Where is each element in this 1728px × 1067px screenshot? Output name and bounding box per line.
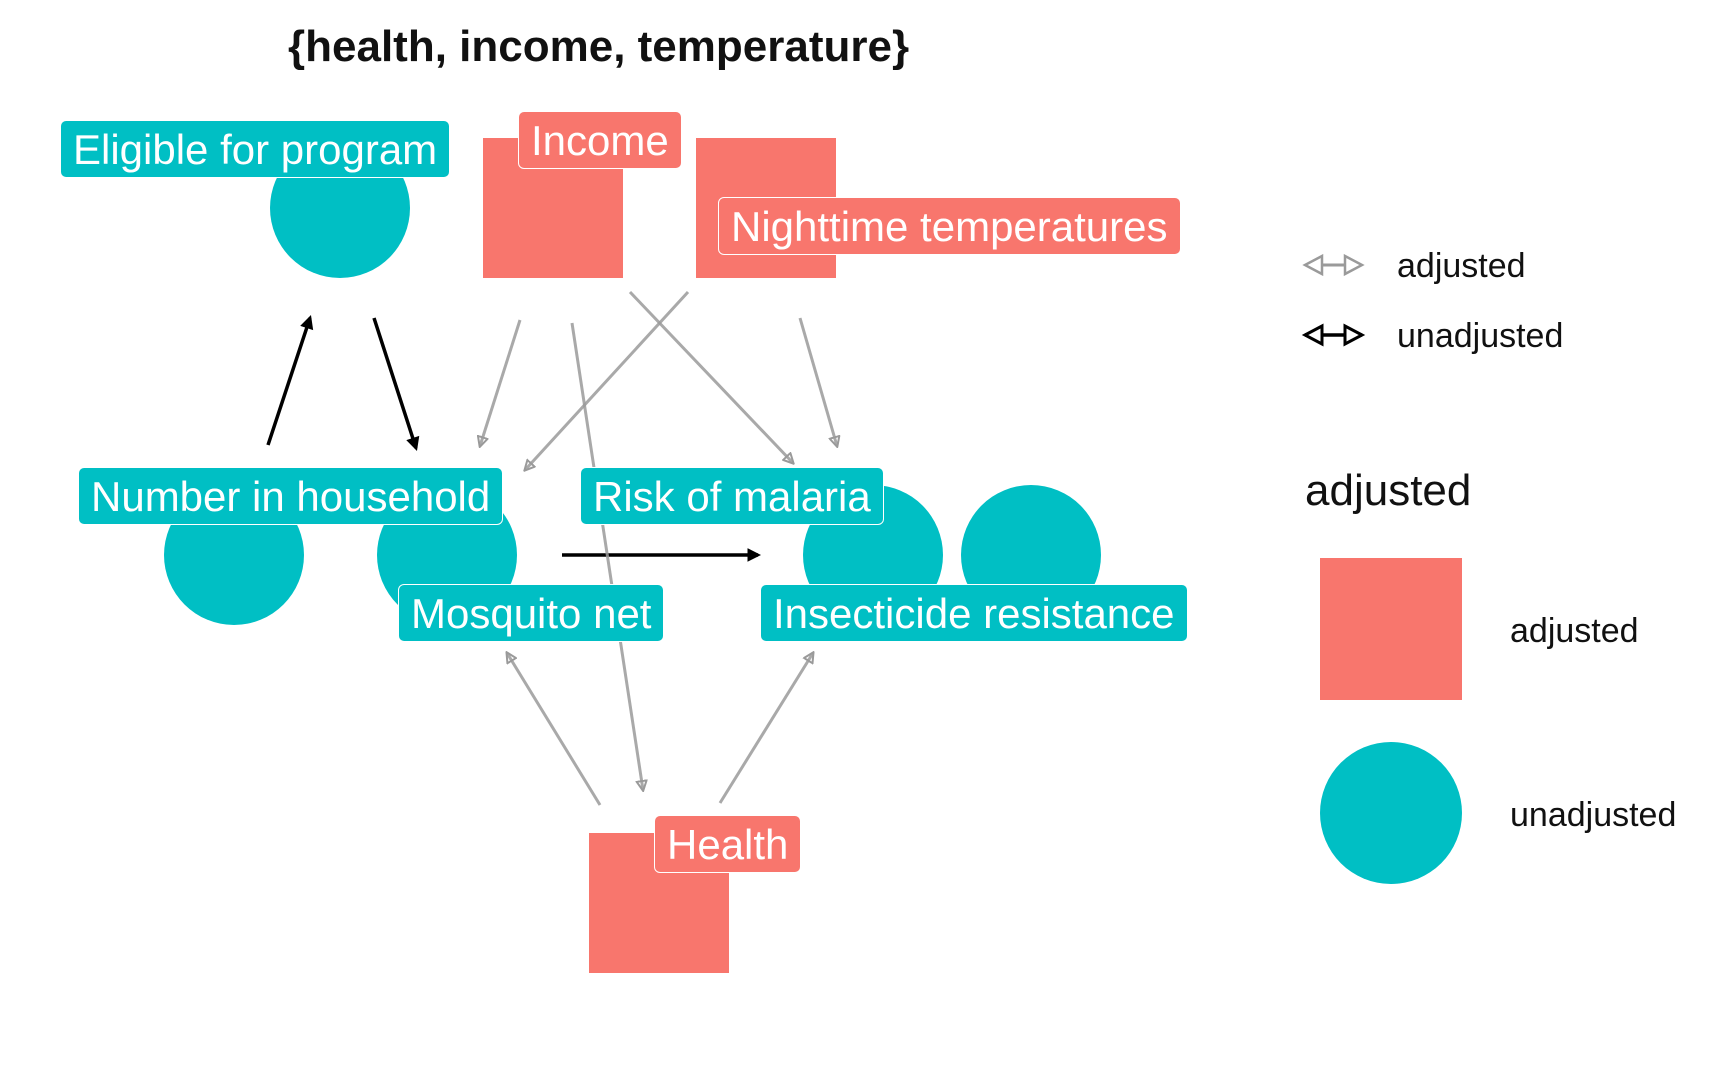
node-eligible-label: Eligible for program xyxy=(60,120,451,178)
legend-shape-title: adjusted xyxy=(1305,466,1472,515)
node-income-label: Income xyxy=(518,111,682,169)
diagram-title: {health, income, temperature} xyxy=(288,22,910,71)
node-resistance-label: Insecticide resistance xyxy=(760,584,1188,642)
edge-temperature-to-net xyxy=(525,290,690,470)
node-health-label: Health xyxy=(654,815,802,873)
legend-edge-adjusted-head-left xyxy=(1302,253,1324,277)
node-household-label: Number in household xyxy=(78,467,504,525)
legend-edge-adjusted-label: adjusted xyxy=(1397,247,1526,285)
edge-income-to-malaria xyxy=(628,290,793,463)
edge-household-to-eligible xyxy=(266,318,310,446)
legend-shape-unadjusted-label: unadjusted xyxy=(1510,796,1677,834)
edge-income-to-health xyxy=(570,322,643,790)
legend-edge-unadjusted-label: unadjusted xyxy=(1397,317,1564,355)
edge-health-to-resistance xyxy=(718,653,813,804)
legend-edge-unadjusted-head-left xyxy=(1301,323,1324,347)
edge-eligible-to-net xyxy=(372,317,416,448)
edge-health-to-net xyxy=(507,653,602,806)
legend-shape-adjusted-label: adjusted xyxy=(1510,612,1639,650)
edge-income-to-net xyxy=(480,319,522,446)
legend-square-adjusted-icon xyxy=(1320,558,1462,700)
node-net-label: Mosquito net xyxy=(398,584,665,642)
edge-temperature-to-malaria xyxy=(798,317,837,446)
legend-edge-adjusted-head-right xyxy=(1343,253,1365,277)
node-temperature-label: Nighttime temperatures xyxy=(718,197,1181,255)
legend-circle-unadjusted-icon xyxy=(1320,742,1462,884)
node-malaria-label: Risk of malaria xyxy=(580,467,884,525)
legend-edge-unadjusted-head-right xyxy=(1343,323,1366,347)
